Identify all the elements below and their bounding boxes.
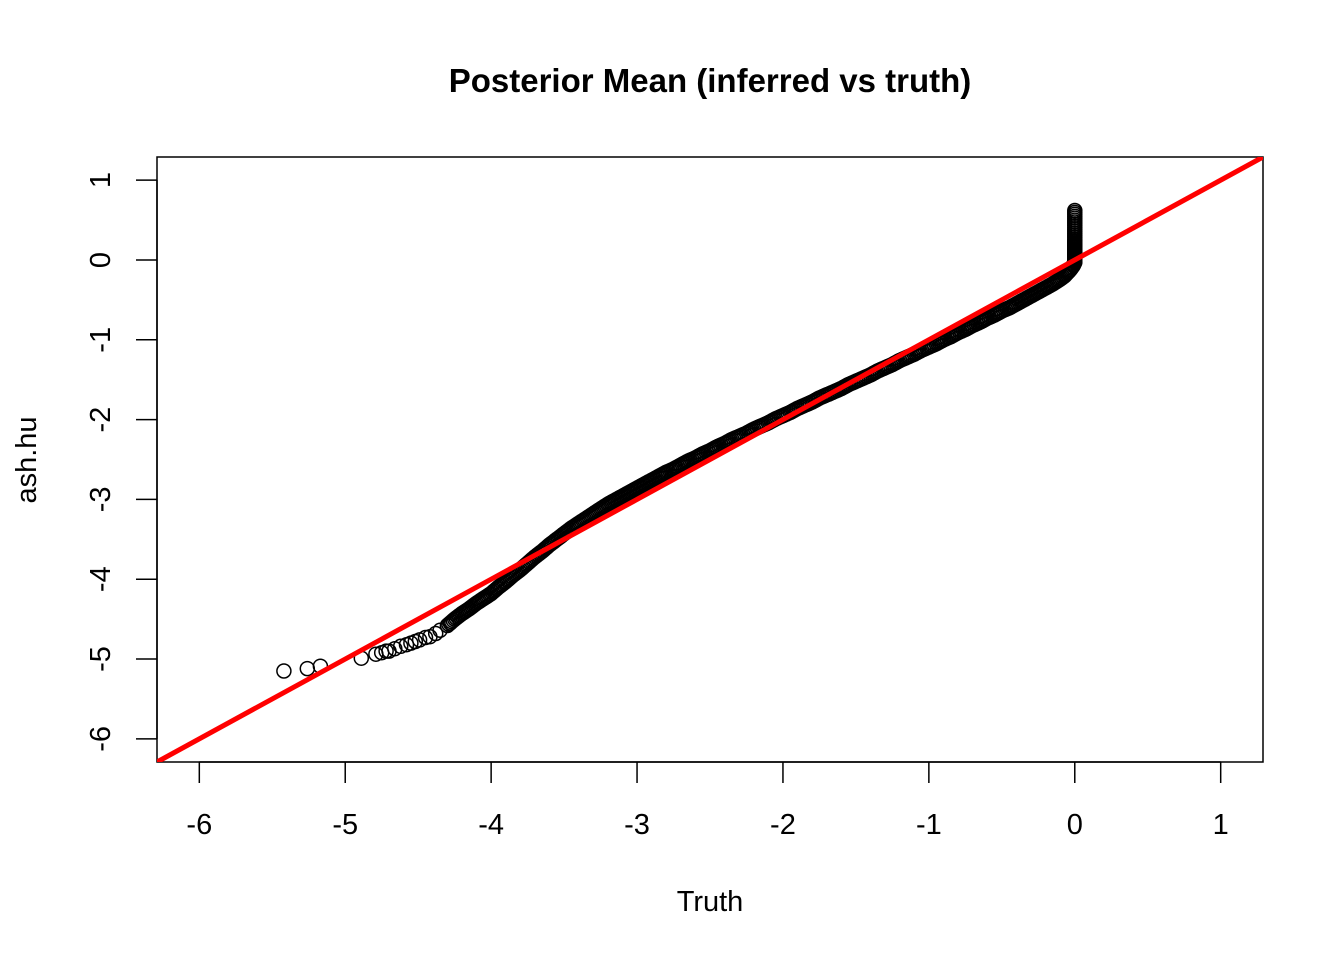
reference-line-layer <box>157 157 1263 762</box>
x-tick-label: -6 <box>186 809 212 841</box>
scatter-point <box>276 663 292 679</box>
x-tick-label: -4 <box>478 809 504 841</box>
scatter-point <box>1067 202 1083 219</box>
scatter-point <box>392 638 409 655</box>
y-axis-label: ash.hu <box>11 416 43 503</box>
x-tick-label: -1 <box>916 809 942 841</box>
reference-line <box>157 157 1263 762</box>
x-tick-label: -5 <box>332 809 358 841</box>
x-axis-label: Truth <box>677 886 744 918</box>
x-tick-label: -2 <box>770 809 796 841</box>
y-tick-label: -4 <box>85 566 117 592</box>
scatter-point <box>299 660 316 677</box>
scatter-point <box>427 625 444 642</box>
y-axis: -6 -5 -4 -3 -2 -1 0 1 <box>85 172 158 752</box>
chart-title: Posterior Mean (inferred vs truth) <box>449 62 972 99</box>
x-tick-label: 1 <box>1213 809 1229 841</box>
scatter-point <box>378 643 394 659</box>
y-tick-label: -3 <box>85 487 117 513</box>
y-tick-label: -2 <box>85 407 117 433</box>
y-tick-label: 0 <box>85 252 117 268</box>
y-tick-label: 1 <box>85 172 117 188</box>
x-tick-label: 0 <box>1067 809 1083 841</box>
y-tick-label: -6 <box>85 726 117 752</box>
y-tick-label: -1 <box>85 327 117 353</box>
points-layer <box>276 202 1083 679</box>
x-axis: -6 -5 -4 -3 -2 -1 0 1 <box>186 761 1229 841</box>
y-tick-label: -5 <box>85 646 117 672</box>
x-tick-label: -3 <box>624 809 650 841</box>
